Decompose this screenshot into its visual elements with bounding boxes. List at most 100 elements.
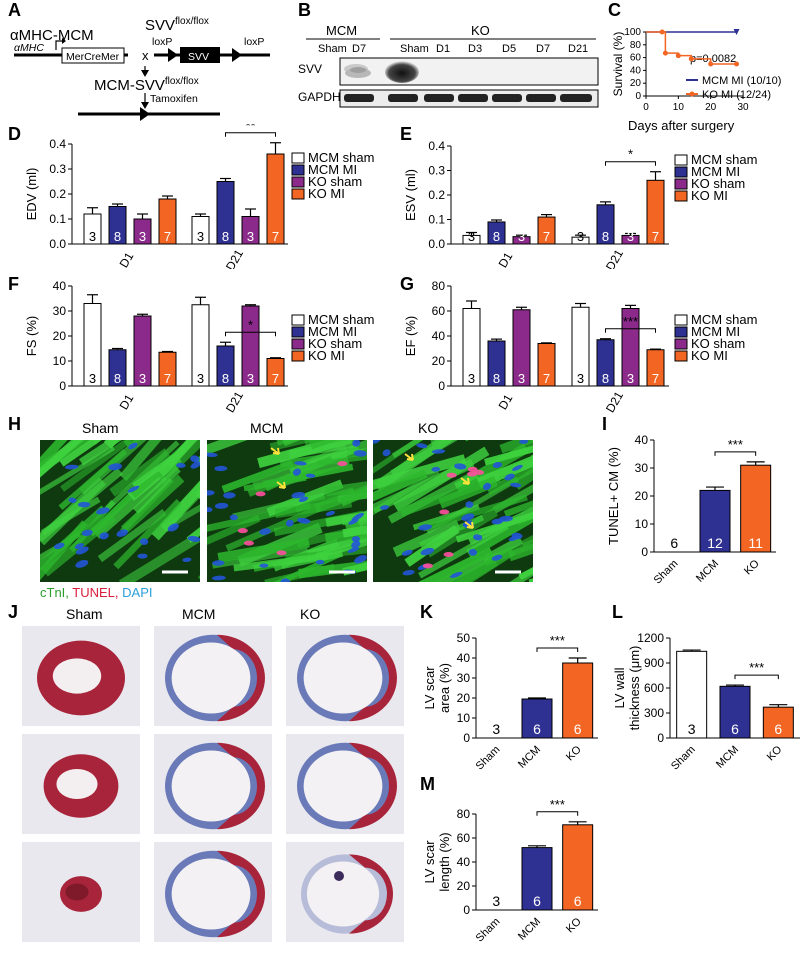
survival-point-ko-2 xyxy=(675,53,681,59)
micro-nucleus-26 xyxy=(259,563,269,568)
section-lumen-0 xyxy=(52,658,102,694)
blot-lane-7: D21 xyxy=(568,43,588,55)
survival-xtick-3: 30 xyxy=(737,102,749,113)
ytick-I-2: 20 xyxy=(635,489,649,503)
micro-arrow-2 xyxy=(464,521,474,529)
micro-fiber-3 xyxy=(392,519,461,558)
ytick-D-4: 0.4 xyxy=(49,137,66,151)
micro-fiber-37 xyxy=(207,514,261,547)
heart-section-6 xyxy=(22,842,140,942)
n-M-KO: 6 xyxy=(574,893,582,909)
bar-L-KO xyxy=(762,706,794,739)
ytick-G-1: 20 xyxy=(432,354,446,368)
ytick-K-0: 0 xyxy=(463,731,470,745)
micro-nucleus-6 xyxy=(351,512,364,521)
ytick-I-4: 40 xyxy=(635,433,649,447)
n-M-MCM: 6 xyxy=(533,893,541,909)
n-G-D21-1: 8 xyxy=(602,371,609,386)
legend-swatch-E-1 xyxy=(674,166,688,178)
micro-fiber-51 xyxy=(217,537,310,563)
cross-symbol: x xyxy=(142,48,149,63)
micro-nucleus-17 xyxy=(402,569,415,576)
micro-nucleus-5 xyxy=(382,449,391,457)
xtick-I-2: KO xyxy=(742,557,762,577)
micro-fiber-2 xyxy=(119,440,169,481)
micro-nucleus-6 xyxy=(128,442,138,450)
n-D-D1-3: 7 xyxy=(164,229,171,244)
n-L-MCM: 6 xyxy=(731,721,739,737)
xtick-L-2: KO xyxy=(765,743,785,763)
micro-nucleus-18 xyxy=(512,464,523,471)
micro-nucleus-24 xyxy=(504,473,515,481)
n-G-D21-2: 3 xyxy=(627,371,634,386)
sig-star-D: ** xyxy=(245,124,255,133)
sig-bracket-F xyxy=(225,331,276,337)
micro-fiber-53 xyxy=(507,522,533,562)
xtick-L-1: MCM xyxy=(714,744,741,771)
n-E-D21-1: 8 xyxy=(602,229,609,244)
micro-fiber-45 xyxy=(316,450,367,466)
stain-ctni: cTnI, xyxy=(40,585,69,600)
n-I-MCM: 12 xyxy=(707,535,723,551)
legend-swatch-F-0 xyxy=(291,314,305,326)
micro-nucleus-8 xyxy=(64,464,79,470)
micro-nucleus-0 xyxy=(418,524,432,531)
ytick-L-0: 0 xyxy=(657,731,664,745)
micro-nucleus-0 xyxy=(99,532,109,540)
sig-bracket-K xyxy=(536,647,579,652)
survival-ytick-3: 60 xyxy=(630,53,642,64)
micro-tunel-5 xyxy=(474,470,485,476)
micro-nucleus-21 xyxy=(207,507,213,513)
section-viable-2 xyxy=(349,634,397,722)
ytick-K-2: 20 xyxy=(457,691,471,705)
micro-fiber-43 xyxy=(40,520,88,582)
micro-tunel-3 xyxy=(243,540,254,546)
sig-star-F: * xyxy=(248,317,253,332)
n-F-D21-2: 3 xyxy=(247,371,254,386)
micro-fiber-37 xyxy=(476,441,533,489)
sig-bracket-L xyxy=(734,674,779,680)
survival-point-ko-3 xyxy=(688,56,694,62)
micro-fiber-54 xyxy=(325,504,367,527)
section-lumen-3 xyxy=(56,769,98,799)
micro-fiber-54 xyxy=(40,445,116,499)
micro-fiber-31 xyxy=(221,460,294,493)
micro-fiber-40 xyxy=(59,440,113,467)
micro-nucleus-20 xyxy=(75,546,89,555)
survival-legend-ko: KO MI (12/24) xyxy=(702,89,771,101)
blot-lane-1: D7 xyxy=(352,43,366,55)
micro-fiber-41 xyxy=(132,466,181,514)
survival-ytick-5: 100 xyxy=(624,27,641,38)
n-I-Sham: 6 xyxy=(670,535,678,551)
bar-M-MCM xyxy=(521,847,553,911)
ylabel-F: FS (%) xyxy=(24,316,39,356)
micro-tunel-0 xyxy=(443,552,454,558)
ytick-E-4: 0.4 xyxy=(428,139,445,153)
blot-group-mcm: MCM xyxy=(326,23,357,38)
micro-tunel-1 xyxy=(276,550,287,556)
loxp-left-label: loxP xyxy=(152,36,172,48)
panel-label-f: F xyxy=(8,274,19,294)
heart-section-8 xyxy=(286,842,404,942)
micro-fiber-47 xyxy=(484,440,533,466)
blot-row-svv: SVV xyxy=(298,62,322,76)
micro-nucleus-16 xyxy=(77,501,91,508)
sig-bracket-M xyxy=(536,811,579,816)
micro-nucleus-7 xyxy=(108,463,122,471)
ytick-I-0: 0 xyxy=(641,545,648,559)
micro-nucleus-2 xyxy=(140,538,149,546)
micro-tunel-4 xyxy=(237,528,248,534)
micro-fiber-29 xyxy=(60,440,132,492)
n-F-D21-0: 3 xyxy=(197,371,204,386)
promoter-label: αMHC xyxy=(14,42,44,54)
bar-K-KO xyxy=(562,662,594,739)
sig-bracket-E xyxy=(605,161,656,166)
legend-swatch-D-1 xyxy=(291,164,305,176)
ylabel-K-1: area (%) xyxy=(437,663,452,713)
ytick-K-3: 30 xyxy=(457,671,471,685)
micro-tunel-2 xyxy=(446,472,457,478)
micro-fiber-2 xyxy=(225,504,322,552)
ytick-D-0: 0.0 xyxy=(49,237,66,251)
